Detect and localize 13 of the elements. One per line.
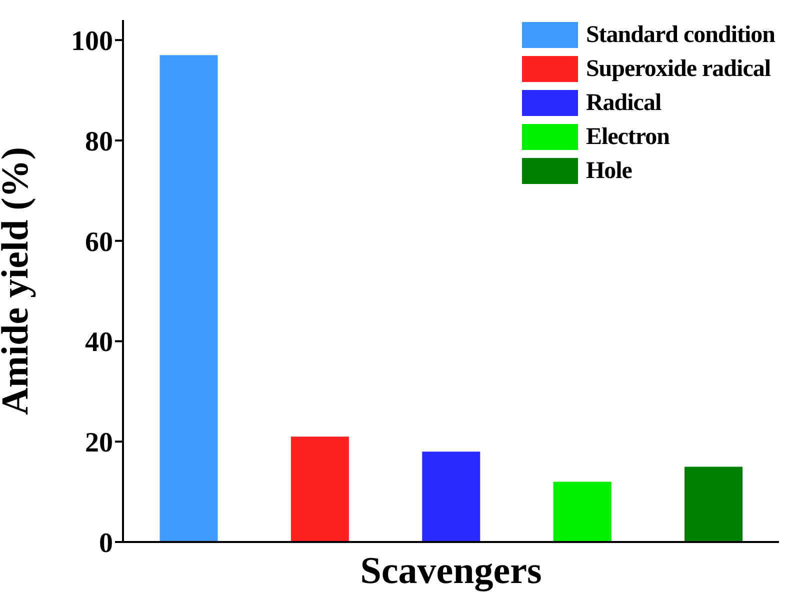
y-tick-label: 60 <box>85 226 113 258</box>
y-tick-label: 80 <box>85 126 113 158</box>
y-tick-label: 20 <box>85 428 113 459</box>
y-tick-label: 40 <box>85 327 113 358</box>
y-tick-label: 0 <box>99 528 113 559</box>
y-axis-title: Amide yield (%) <box>0 146 36 416</box>
y-tick-label: 100 <box>71 26 113 58</box>
legend-label: Radical <box>586 90 662 116</box>
legend-label: Hole <box>586 158 632 184</box>
legend-label: Electron <box>586 124 670 150</box>
legend-label: Superoxide radical <box>586 56 771 82</box>
x-axis-title: Scavengers <box>360 550 542 592</box>
legend-label: Standard condition <box>586 22 775 48</box>
